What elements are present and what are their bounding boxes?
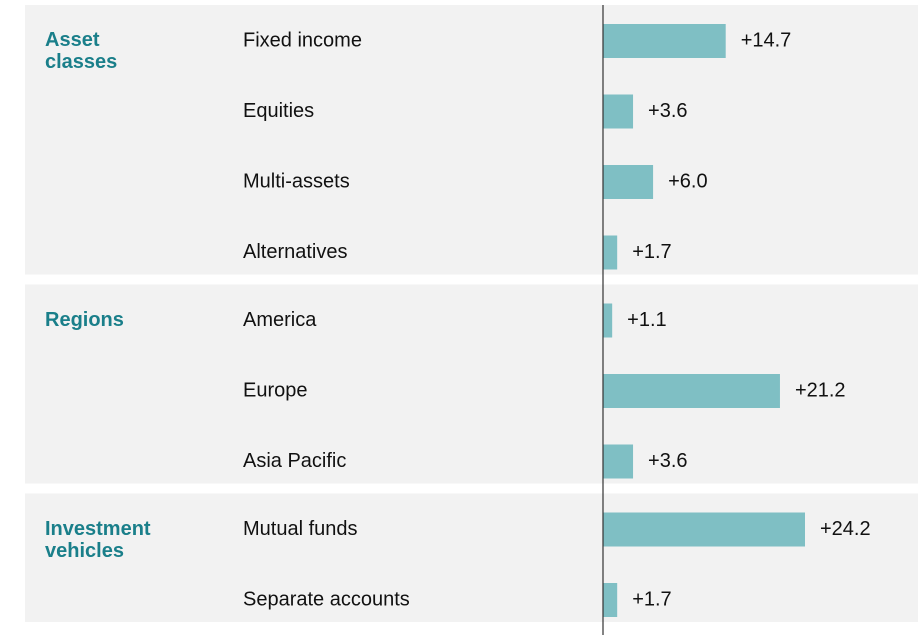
category-label: Separate accounts (243, 588, 410, 610)
category-label: Fixed income (243, 29, 362, 51)
value-label: +3.6 (648, 450, 687, 472)
category-label: Mutual funds (243, 518, 358, 540)
value-label: +6.0 (668, 170, 707, 192)
bar (603, 165, 654, 199)
group-label: Investment vehicles (45, 517, 151, 562)
group-label: Regions (45, 308, 124, 331)
bar (603, 512, 805, 547)
group-panel (25, 5, 918, 275)
value-label: +3.6 (648, 100, 687, 122)
bar (603, 94, 634, 129)
value-label: +1.1 (627, 309, 666, 331)
bar (603, 444, 634, 479)
category-label: America (243, 309, 317, 331)
category-label: Multi-assets (243, 170, 350, 192)
category-label: Equities (243, 100, 314, 122)
value-label: +1.7 (632, 241, 671, 263)
value-label: +1.7 (632, 588, 671, 610)
value-label: +14.7 (741, 29, 792, 51)
bar (603, 374, 780, 408)
category-label: Europe (243, 379, 308, 401)
category-label: Alternatives (243, 241, 348, 263)
bar (603, 24, 726, 58)
bar (603, 235, 618, 270)
value-label: +21.2 (795, 379, 846, 401)
bar (603, 303, 613, 338)
group-label: Asset classes (45, 29, 118, 73)
bars (603, 24, 805, 617)
bar (603, 583, 618, 617)
value-label: +24.2 (820, 518, 871, 540)
category-label: Asia Pacific (243, 450, 346, 472)
